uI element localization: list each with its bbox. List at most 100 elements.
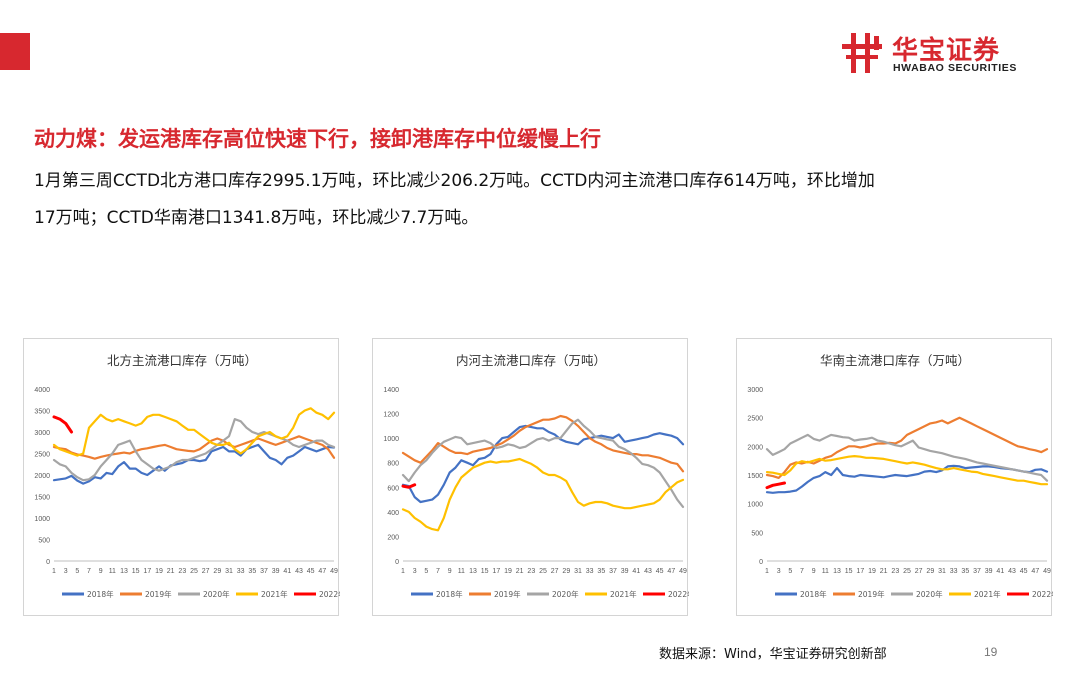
x-tick-label: 3	[413, 568, 417, 575]
x-tick-label: 33	[950, 568, 958, 575]
x-tick-label: 31	[225, 568, 233, 575]
legend-label: 2018年	[800, 589, 827, 599]
chart-svg: 北方主流港口库存（万吨） 0 500 1000 1500 2000 2500 3000 3500…	[34, 353, 340, 599]
series-line-2021年	[52, 407, 336, 457]
x-tick-label: 13	[833, 568, 841, 575]
legend-label: 2022年	[1032, 589, 1053, 599]
x-tick-label: 19	[155, 568, 163, 575]
x-tick-label: 1	[401, 568, 405, 575]
x-tick-label: 11	[822, 568, 829, 575]
y-tick-label: 2000	[34, 473, 50, 480]
series-line-2018年	[765, 464, 1049, 494]
x-tick-label: 17	[143, 568, 151, 575]
x-tick-label: 5	[75, 568, 79, 575]
x-tick-label: 35	[248, 568, 256, 575]
x-tick-label: 13	[120, 568, 128, 575]
y-tick-label: 3000	[747, 387, 763, 394]
series-line-2021年	[765, 455, 1049, 486]
x-tick-label: 37	[260, 568, 268, 575]
y-tick-label: 1000	[34, 516, 50, 523]
x-tick-label: 29	[213, 568, 221, 575]
x-tick-label: 15	[132, 568, 140, 575]
series-line-2019年	[401, 414, 685, 473]
x-tick-label: 31	[938, 568, 946, 575]
x-tick-label: 23	[178, 568, 186, 575]
x-tick-label: 19	[504, 568, 512, 575]
legend-label: 2018年	[436, 589, 463, 599]
y-tick-label: 500	[751, 530, 763, 537]
x-tick-label: 25	[190, 568, 198, 575]
chart-title: 内河主流港口库存（万吨）	[456, 353, 606, 368]
y-tick-label: 2500	[34, 452, 50, 459]
x-tick-label: 9	[99, 568, 103, 575]
x-tick-label: 39	[621, 568, 629, 575]
x-tick-label: 7	[436, 568, 440, 575]
brand-name-en: HWABAO SECURITIES	[893, 62, 1017, 74]
x-tick-label: 23	[891, 568, 899, 575]
series-line-2021年	[401, 457, 685, 532]
x-tick-label: 47	[1031, 568, 1039, 575]
x-tick-label: 43	[1008, 568, 1016, 575]
legend-label: 2021年	[261, 589, 288, 599]
legend-label: 2020年	[552, 589, 579, 599]
x-tick-label: 5	[424, 568, 428, 575]
legend-label: 2019年	[145, 589, 172, 599]
page-number: 19	[984, 645, 998, 659]
series-line-2018年	[401, 424, 685, 504]
y-tick-label: 1500	[747, 473, 763, 480]
y-tick-label: 0	[759, 559, 763, 566]
x-tick-label: 49	[330, 568, 338, 575]
series-line-2020年	[765, 433, 1049, 482]
x-tick-label: 15	[845, 568, 853, 575]
x-tick-label: 35	[961, 568, 969, 575]
y-tick-label: 1000	[383, 436, 399, 443]
series-line-2018年	[52, 443, 336, 485]
series-line-2020年	[401, 418, 685, 508]
x-tick-label: 41	[283, 568, 291, 575]
x-tick-label: 41	[632, 568, 640, 575]
chart-title: 北方主流港口库存（万吨）	[107, 353, 257, 368]
x-tick-label: 41	[996, 568, 1004, 575]
x-tick-label: 31	[574, 568, 582, 575]
x-tick-label: 29	[926, 568, 934, 575]
x-tick-label: 21	[880, 568, 888, 575]
y-tick-label: 1000	[747, 502, 763, 509]
x-tick-label: 33	[237, 568, 245, 575]
y-tick-label: 1500	[34, 495, 50, 502]
x-tick-label: 35	[597, 568, 605, 575]
x-tick-label: 27	[551, 568, 559, 575]
y-tick-label: 1400	[383, 387, 399, 394]
legend-label: 2018年	[87, 589, 114, 599]
slide-title: 动力煤：发运港库存高位快速下行，接卸港库存中位缓慢上行	[34, 127, 601, 151]
hwabao-logo-icon	[842, 33, 882, 73]
legend-label: 2022年	[319, 589, 340, 599]
x-tick-label: 1	[765, 568, 769, 575]
chart-southern-ports: 华南主流港口库存（万吨） 0 500 1000 1500 2000 2500 3000 1 3 5 7…	[736, 338, 1053, 616]
x-tick-label: 21	[516, 568, 524, 575]
y-tick-label: 3500	[34, 409, 50, 416]
x-tick-label: 33	[586, 568, 594, 575]
y-tick-label: 0	[395, 559, 399, 566]
y-tick-label: 800	[387, 461, 399, 468]
x-tick-label: 45	[656, 568, 664, 575]
x-tick-label: 39	[985, 568, 993, 575]
y-tick-label: 0	[46, 559, 50, 566]
chart-northern-ports: 北方主流港口库存（万吨） 0 500 1000 1500 2000 2500 3000 3500…	[23, 338, 340, 616]
y-tick-label: 3000	[34, 430, 50, 437]
x-tick-label: 43	[644, 568, 652, 575]
x-tick-label: 13	[469, 568, 477, 575]
brand-logo: 华宝证券 HWABAO SECURITIES	[840, 30, 1040, 76]
legend-label: 2019年	[858, 589, 885, 599]
legend-label: 2020年	[916, 589, 943, 599]
x-tick-label: 27	[202, 568, 210, 575]
x-tick-label: 49	[1043, 568, 1051, 575]
y-tick-label: 500	[38, 538, 50, 545]
x-tick-label: 11	[109, 568, 116, 575]
legend-label: 2021年	[610, 589, 637, 599]
x-tick-label: 3	[777, 568, 781, 575]
series-line-2022年	[52, 415, 73, 434]
x-tick-label: 5	[788, 568, 792, 575]
x-tick-label: 7	[800, 568, 804, 575]
